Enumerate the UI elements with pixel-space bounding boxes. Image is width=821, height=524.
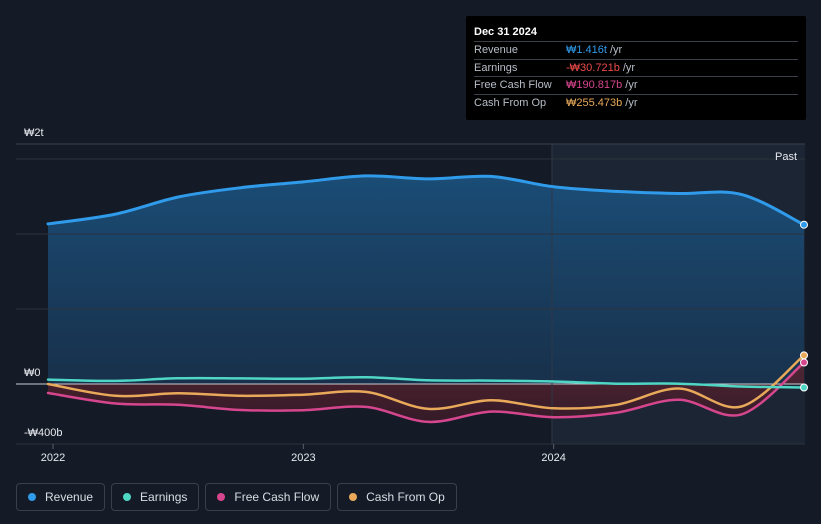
past-label: Past [775, 151, 797, 163]
tooltip-label: Earnings [474, 61, 518, 74]
tooltip: Dec 31 2024 Revenue ₩1.416t /yr Earnings… [466, 16, 806, 120]
tooltip-value: ₩1.416t [566, 44, 607, 56]
revenue-line [46, 174, 806, 227]
legend-dot-icon [349, 493, 358, 501]
free-cash-flow-end-point [800, 358, 808, 367]
x-tick-label: 2024 [541, 452, 565, 464]
legend-dot-icon [28, 493, 36, 501]
x-tick-label: 2022 [41, 452, 65, 464]
tooltip-unit: /yr [609, 44, 623, 56]
tooltip-row-free-cash-flow: Free Cash Flow ₩190.817b /yr [474, 77, 798, 95]
revenue-end-point [800, 220, 808, 229]
revenue-area [48, 175, 804, 384]
earnings-end-point [800, 383, 808, 392]
legend-item-free-cash-flow[interactable]: Free Cash Flow [205, 483, 332, 511]
tooltip-date: Dec 31 2024 [474, 24, 798, 42]
legend-item-cash-from-op[interactable]: Cash From Op [337, 483, 457, 511]
tooltip-label: Free Cash Flow [474, 79, 552, 91]
cash-flow-area [48, 362, 804, 422]
legend-label: Cash From Op [366, 490, 445, 504]
tooltip-unit: /yr [625, 79, 638, 91]
tooltip-label: Revenue [474, 44, 519, 56]
tooltip-row-revenue: Revenue ₩1.416t /yr [474, 42, 798, 60]
legend-label: Earnings [140, 490, 188, 504]
tooltip-value: ₩255.473b [566, 96, 623, 109]
legend-label: Revenue [45, 490, 94, 504]
tooltip-label: Cash From Op [474, 96, 547, 109]
free-cash-flow-line [46, 361, 806, 424]
legend-dot-icon [123, 493, 132, 501]
tooltip-unit: /yr [622, 61, 636, 74]
tooltip-unit: /yr [625, 96, 638, 109]
tooltip-value: -₩30.721b [566, 61, 620, 74]
legend-dot-icon [217, 493, 226, 501]
tooltip-row-earnings: Earnings -₩30.721b /yr [474, 60, 798, 77]
earnings-line [46, 376, 806, 389]
legend: Revenue Earnings Free Cash Flow Cash Fro… [16, 483, 457, 511]
y-tick-label: ₩2t [24, 127, 44, 139]
y-tick-label: ₩0 [24, 367, 41, 379]
cash-from-op-end-point [800, 351, 808, 360]
legend-item-revenue[interactable]: Revenue [16, 483, 106, 511]
legend-item-earnings[interactable]: Earnings [111, 483, 200, 511]
tooltip-value: ₩190.817b [566, 79, 623, 91]
y-tick-label: -₩400b [24, 427, 63, 439]
x-tick-label: 2023 [291, 452, 315, 464]
cash-from-op-line [46, 354, 806, 411]
legend-label: Free Cash Flow [234, 490, 320, 504]
tooltip-row-cash-from-op: Cash From Op ₩255.473b /yr [474, 95, 798, 113]
